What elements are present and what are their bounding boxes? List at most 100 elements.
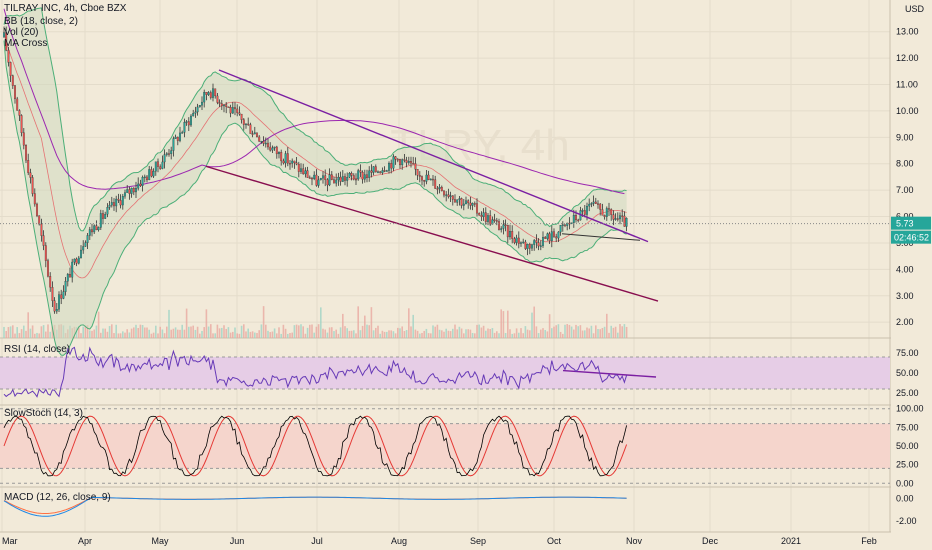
volume-bar: [441, 330, 443, 338]
volume-bar: [40, 326, 43, 338]
candle-body: [64, 281, 67, 292]
volume-bar: [23, 325, 25, 338]
volume-bar: [463, 333, 465, 338]
volume-bar: [84, 325, 87, 338]
volume-bar: [124, 332, 126, 338]
volume-bar: [606, 313, 608, 338]
volume-bar: [216, 324, 219, 338]
volume-bar: [157, 333, 159, 338]
trendline-lower: [205, 165, 659, 302]
candle-body: [212, 88, 214, 98]
volume-bar: [139, 324, 142, 338]
time-axis[interactable]: Mar Apr May Jun Jul Aug Sep Oct Nov Dec 2021 Feb: [2, 536, 877, 546]
volume-bar: [181, 324, 183, 338]
volume-bar: [414, 329, 417, 338]
volume-bar: [456, 329, 458, 338]
volume-bar: [78, 326, 80, 338]
candle-body: [240, 113, 243, 120]
volume-bar: [346, 328, 348, 338]
volume-bar: [344, 326, 346, 338]
candle-body: [531, 244, 533, 249]
volume-bar: [489, 329, 491, 338]
candle-body: [192, 113, 195, 117]
volume-bar: [14, 333, 16, 338]
volume-bar: [188, 326, 190, 338]
volume-bar: [214, 333, 216, 338]
volume-bar: [368, 325, 370, 338]
volume-bar: [471, 333, 474, 338]
stoch-tick: 75.00: [896, 422, 919, 432]
volume-bar: [80, 333, 82, 338]
volume-bar: [520, 328, 522, 338]
candle-body: [434, 179, 437, 189]
candle-body: [203, 92, 206, 103]
candle-body: [260, 141, 263, 143]
volume-bar: [588, 328, 590, 338]
candle-body: [524, 241, 527, 249]
volume-bar: [258, 330, 260, 338]
candle-body: [9, 62, 12, 76]
candle-body: [346, 177, 349, 181]
volume-bar: [467, 329, 469, 338]
candle-body: [227, 106, 230, 108]
volume-bar: [304, 333, 307, 338]
candle-body: [84, 242, 87, 247]
candle-body: [229, 107, 232, 114]
candle-body: [324, 175, 327, 180]
stoch-legend[interactable]: SlowStoch (14, 3): [4, 408, 83, 419]
volume-bar: [137, 328, 139, 338]
volume-bar: [515, 328, 518, 338]
volume-bar: [150, 333, 153, 338]
candle-body: [445, 194, 448, 196]
candle-body: [148, 169, 151, 181]
volume-bar: [614, 326, 617, 338]
candle-body: [225, 104, 228, 107]
trendlines[interactable]: [205, 69, 659, 378]
volume-bar: [564, 324, 566, 338]
candle-body: [608, 208, 610, 210]
candle-body: [500, 228, 503, 230]
volume-bar: [203, 327, 205, 338]
candle-body: [295, 162, 298, 165]
volume-bar: [586, 327, 588, 338]
candle-body: [172, 138, 175, 151]
candle-body: [119, 200, 122, 206]
candle-body: [102, 213, 104, 219]
bb-legend[interactable]: BB (18, close, 2): [4, 16, 78, 27]
candle-body: [216, 95, 219, 103]
candle-body: [209, 92, 212, 98]
volume-bar: [306, 327, 309, 338]
volume-bar: [256, 332, 258, 338]
volume-bar: [579, 325, 582, 338]
candle-body: [165, 153, 168, 155]
candle-body: [429, 178, 432, 181]
price-tick: 10.00: [896, 106, 919, 116]
ma-cross-legend[interactable]: MA Cross: [4, 38, 48, 49]
volume-bar: [553, 326, 555, 338]
candle-body: [381, 170, 384, 174]
time-tick: Dec: [702, 536, 719, 546]
symbol-title[interactable]: TILRAY INC, 4h, Cboe BZX: [4, 3, 127, 14]
candle-body: [256, 132, 258, 138]
rsi-legend[interactable]: RSI (14, close): [4, 344, 71, 355]
price-tick: 11.00: [896, 80, 918, 90]
candle-body: [586, 205, 588, 215]
volume-bar: [97, 311, 100, 338]
volume-bar: [381, 330, 384, 338]
candle-body: [555, 236, 558, 239]
volume-bar: [190, 326, 192, 338]
volume-bar: [485, 330, 487, 338]
volume-bar: [425, 328, 428, 338]
volume-bar: [603, 326, 606, 338]
macd-legend[interactable]: MACD (12, 26, close, 9): [4, 492, 111, 503]
candle-body: [82, 246, 85, 251]
vol-legend[interactable]: Vol (20): [4, 27, 39, 38]
candle-body: [405, 160, 408, 163]
candle-body: [66, 274, 69, 282]
volume-bar: [119, 333, 122, 338]
volume-bar: [619, 324, 621, 338]
candle-body: [313, 174, 316, 180]
volume-bar: [42, 325, 45, 338]
